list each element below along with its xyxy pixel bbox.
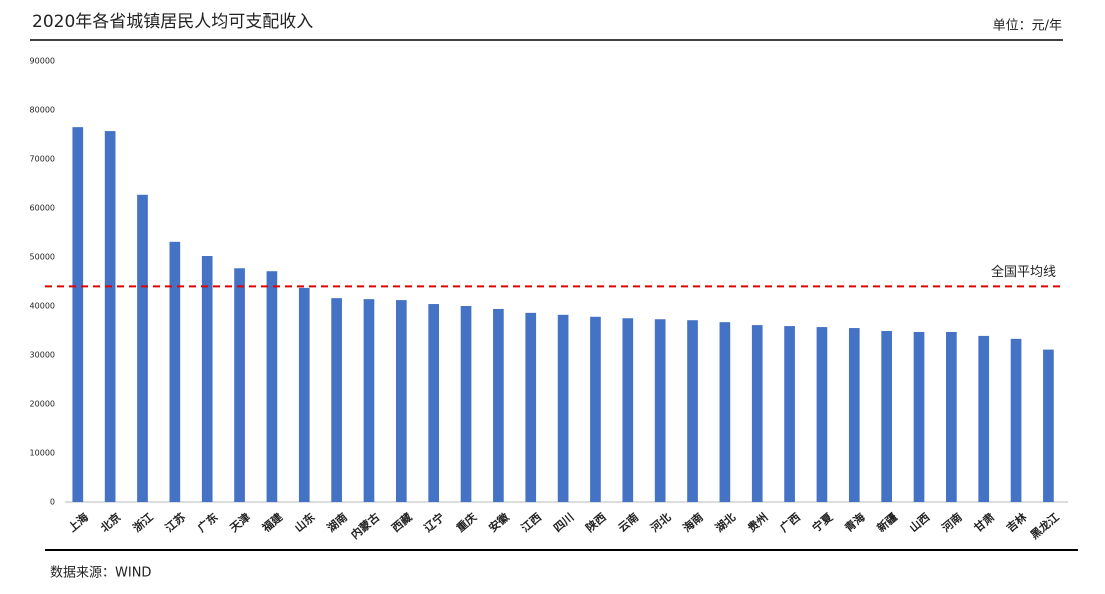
x-tick-label: 四川 [551, 511, 576, 535]
x-tick-label: 内蒙古 [348, 510, 382, 542]
bar [525, 312, 537, 502]
bar [1043, 349, 1054, 502]
x-tick-label: 黑龙江 [1027, 510, 1061, 542]
bar [234, 268, 245, 502]
bar [493, 308, 504, 502]
y-tick-label: 70000 [30, 155, 55, 164]
y-tick-label: 90000 [30, 57, 55, 66]
bar [946, 331, 957, 502]
bar [460, 306, 472, 502]
y-tick-label: 0 [50, 498, 55, 507]
bar [266, 271, 278, 502]
x-tick-label: 安徽 [486, 509, 513, 535]
bar [395, 300, 407, 502]
x-tick-label: 天津 [227, 510, 253, 535]
x-tick-label: 江苏 [162, 510, 188, 535]
y-tick-label: 10000 [30, 449, 55, 458]
bar [687, 320, 698, 502]
bar [557, 314, 569, 502]
x-tick-label: 海南 [680, 510, 706, 535]
x-tick-label: 山西 [906, 510, 932, 535]
bar [654, 319, 666, 502]
x-tick-label: 甘肃 [971, 510, 997, 535]
y-tick-label: 50000 [30, 253, 55, 262]
x-tick-label: 上海 [65, 510, 91, 535]
x-tick-label: 福建 [259, 509, 286, 535]
bar [363, 299, 375, 502]
bar [816, 327, 828, 502]
source-note: 数据来源：WIND [50, 566, 151, 581]
x-tick-label: 陕西 [583, 510, 609, 535]
x-tick-label: 广东 [195, 510, 221, 535]
unit-label: 单位：元/年 [993, 19, 1062, 34]
bar [881, 330, 892, 502]
bar [751, 325, 763, 502]
x-tick-label: 宁夏 [809, 509, 836, 535]
x-tick-label: 辽宁 [421, 510, 447, 535]
x-tick-label: 湖南 [324, 510, 350, 535]
bar [978, 335, 990, 502]
x-tick-label: 河南 [939, 510, 965, 535]
bar [848, 328, 860, 502]
bar [784, 326, 795, 502]
bar [169, 241, 181, 502]
bar [104, 131, 116, 502]
y-tick-label: 60000 [30, 204, 55, 213]
bar [1010, 338, 1022, 502]
bar [622, 318, 634, 502]
x-tick-label: 河北 [648, 510, 674, 535]
chart-title: 2020年各省城镇居民人均可支配收入 [32, 12, 313, 32]
x-tick-label: 江西 [518, 510, 544, 535]
bar [428, 304, 440, 502]
bar [201, 256, 213, 502]
bar [298, 287, 310, 502]
y-tick-label: 30000 [30, 351, 55, 360]
y-tick-label: 20000 [30, 400, 55, 409]
x-tick-label: 浙江 [130, 510, 156, 535]
x-tick-label: 青海 [842, 510, 868, 535]
x-tick-label: 贵州 [745, 510, 771, 535]
average-label: 全国平均线 [991, 264, 1056, 280]
bar [719, 322, 731, 502]
x-tick-label: 广西 [777, 510, 803, 535]
x-tick-label: 山东 [292, 510, 318, 535]
x-tick-label: 重庆 [453, 510, 479, 535]
bar [913, 331, 925, 502]
x-tick-label: 北京 [98, 510, 124, 535]
bar [72, 127, 84, 503]
y-tick-label: 40000 [30, 302, 55, 311]
x-tick-label: 吉林 [1003, 510, 1029, 535]
bar [590, 316, 601, 502]
x-tick-label: 西藏 [389, 510, 415, 535]
bar [331, 298, 342, 502]
x-tick-label: 云南 [615, 510, 641, 535]
x-tick-label: 新疆 [874, 510, 900, 535]
bar [137, 194, 148, 502]
y-tick-label: 80000 [30, 106, 55, 115]
x-tick-label: 湖北 [712, 510, 738, 535]
